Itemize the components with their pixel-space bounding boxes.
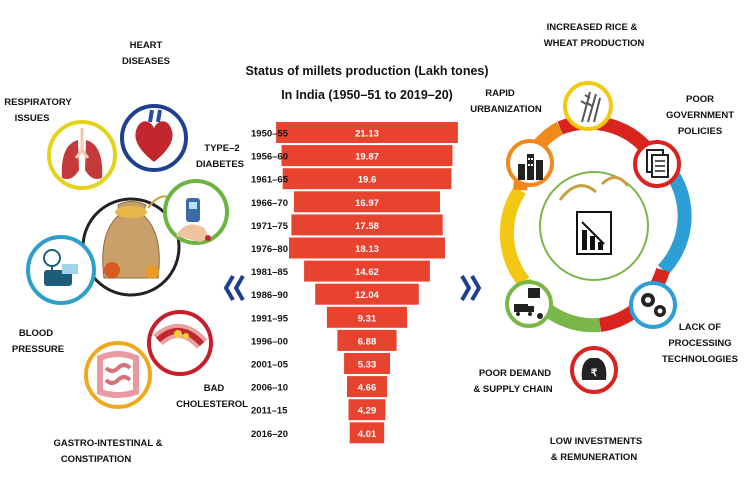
blood-pressure-item: BLOOD PRESSURE xyxy=(12,235,96,355)
bar-1991–95 xyxy=(326,306,407,328)
right-arrow-icon xyxy=(460,274,482,302)
heart-label: HEART DISEASES xyxy=(122,40,170,67)
category-tick-label: 2001–05 xyxy=(251,360,289,371)
chart-title-line-2: In India (1950–51 to 2019–20) xyxy=(281,88,453,102)
left-arrow-icon xyxy=(223,274,245,302)
svg-text:₹: ₹ xyxy=(591,368,598,379)
rupee-bag-icon: ₹ xyxy=(581,358,607,380)
bar-value-label: 6.88 xyxy=(358,336,377,347)
cholesterol-item: BAD CHOLESTEROL xyxy=(147,310,248,410)
category-tick-label: 1956–60 xyxy=(251,152,288,163)
bar-1966–70 xyxy=(294,191,440,213)
bar-value-label: 14.62 xyxy=(355,267,379,278)
rice-wheat-item: INCREASED RICE & WHEAT PRODUCTION xyxy=(544,22,645,131)
supply-chain-item: POOR DEMAND & SUPPLY CHAIN xyxy=(473,280,553,395)
bar-1971–75 xyxy=(291,214,443,236)
gears-icon xyxy=(641,293,666,317)
bar-value-label: 18.13 xyxy=(355,244,379,255)
supply-chain-icon xyxy=(514,288,543,319)
urbanization-item: RAPID URBANIZATION xyxy=(470,88,554,187)
category-tick-label: 1981–85 xyxy=(251,267,289,278)
category-tick-label: 2016–20 xyxy=(251,429,288,440)
category-tick-label: 2006–10 xyxy=(251,383,288,394)
bar-2001–05 xyxy=(344,353,390,374)
decline-causes-cluster: INCREASED RICE & WHEAT PRODUCTION POOR GOV… xyxy=(470,22,738,463)
chart-bars: 21.13 1950–55 19.87 1956–60 19.6 1961–65 16.97… xyxy=(251,122,458,444)
bar-1961–65 xyxy=(282,168,452,190)
bar-value-label: 19.6 xyxy=(358,175,377,186)
bar-value-label: 19.87 xyxy=(355,152,379,163)
respiratory-item: RESPIRATORY ISSUES xyxy=(4,97,117,190)
category-tick-label: 1986–90 xyxy=(251,290,288,301)
category-tick-label: 1966–70 xyxy=(251,198,288,209)
category-tick-label: 2011–15 xyxy=(251,406,288,417)
document-icon xyxy=(646,149,669,178)
bar-1986–90 xyxy=(315,283,419,305)
category-tick-label: 1976–80 xyxy=(251,244,288,255)
respiratory-label: RESPIRATORY ISSUES xyxy=(4,97,72,124)
bar-value-label: 12.04 xyxy=(355,290,379,301)
bar-value-label: 4.29 xyxy=(358,406,377,417)
category-tick-label: 1961–65 xyxy=(251,175,289,186)
supply-chain-label: POOR DEMAND & SUPPLY CHAIN xyxy=(473,368,552,395)
bar-value-label: 9.31 xyxy=(358,313,377,324)
grain-icon xyxy=(580,91,601,123)
bar-value-label: 4.66 xyxy=(358,383,377,394)
category-tick-label: 1991–95 xyxy=(251,313,289,324)
blood-pressure-icon xyxy=(43,249,78,286)
city-icon xyxy=(518,154,543,180)
chart-title-line-1: Status of millets production (Lakh tones… xyxy=(245,64,488,78)
diabetes-label: TYPE–2 DIABETES xyxy=(196,143,244,170)
bar-2006–10 xyxy=(347,376,388,398)
blood-pressure-label: BLOOD PRESSURE xyxy=(12,328,64,355)
bar-1956–60 xyxy=(281,145,453,167)
health-benefits-cluster: HEART DISEASES RESPIRATORY ISSUES xyxy=(4,40,248,465)
bar-value-label: 21.13 xyxy=(355,129,379,140)
declining-chart-icon xyxy=(539,171,649,281)
government-policies-item: POOR GOVERNMENT POLICIES xyxy=(633,94,734,188)
urbanization-label: RAPID URBANIZATION xyxy=(470,88,542,115)
bar-value-label: 5.33 xyxy=(358,360,377,371)
investment-label: LOW INVESTMENTS & REMUNERATION xyxy=(550,436,642,463)
bar-1996–00 xyxy=(337,329,397,351)
category-tick-label: 1996–00 xyxy=(251,336,288,347)
intestine-icon xyxy=(97,351,139,398)
heart-disease-item: HEART DISEASES xyxy=(120,40,188,172)
processing-item: LACK OF PROCESSING TECHNOLOGIES xyxy=(629,281,738,365)
millet-production-chart: Status of millets production (Lakh tones… xyxy=(245,64,489,444)
bar-value-label: 17.58 xyxy=(355,221,379,232)
rice-wheat-label: INCREASED RICE & WHEAT PRODUCTION xyxy=(544,22,645,49)
heart-icon xyxy=(135,109,173,162)
millet-sack-icon xyxy=(81,195,181,297)
bar-2011–15 xyxy=(348,399,386,421)
artery-icon xyxy=(153,324,208,349)
cholesterol-label: BAD CHOLESTEROL xyxy=(176,383,248,410)
bar-1976–80 xyxy=(289,237,445,259)
bar-value-label: 4.01 xyxy=(358,429,377,440)
bar-2016–20 xyxy=(349,422,385,444)
gastro-label: GASTRO-INTESTINAL & CONSTIPATION xyxy=(53,438,162,465)
investment-item: ₹ LOW INVESTMENTS & REMUNERATION xyxy=(550,346,642,463)
diabetes-item: TYPE–2 DIABETES xyxy=(163,143,244,245)
bar-1950–55 xyxy=(276,122,458,143)
category-tick-label: 1971–75 xyxy=(251,221,289,232)
lungs-icon xyxy=(61,128,103,179)
category-tick-label: 1950–55 xyxy=(251,129,289,140)
government-label: POOR GOVERNMENT POLICIES xyxy=(666,94,734,137)
bar-value-label: 16.97 xyxy=(355,198,379,209)
processing-label: LACK OF PROCESSING TECHNOLOGIES xyxy=(662,322,738,365)
gastro-item: GASTRO-INTESTINAL & CONSTIPATION xyxy=(53,341,163,465)
bar-1981–85 xyxy=(304,260,430,282)
glucometer-icon xyxy=(176,198,211,242)
